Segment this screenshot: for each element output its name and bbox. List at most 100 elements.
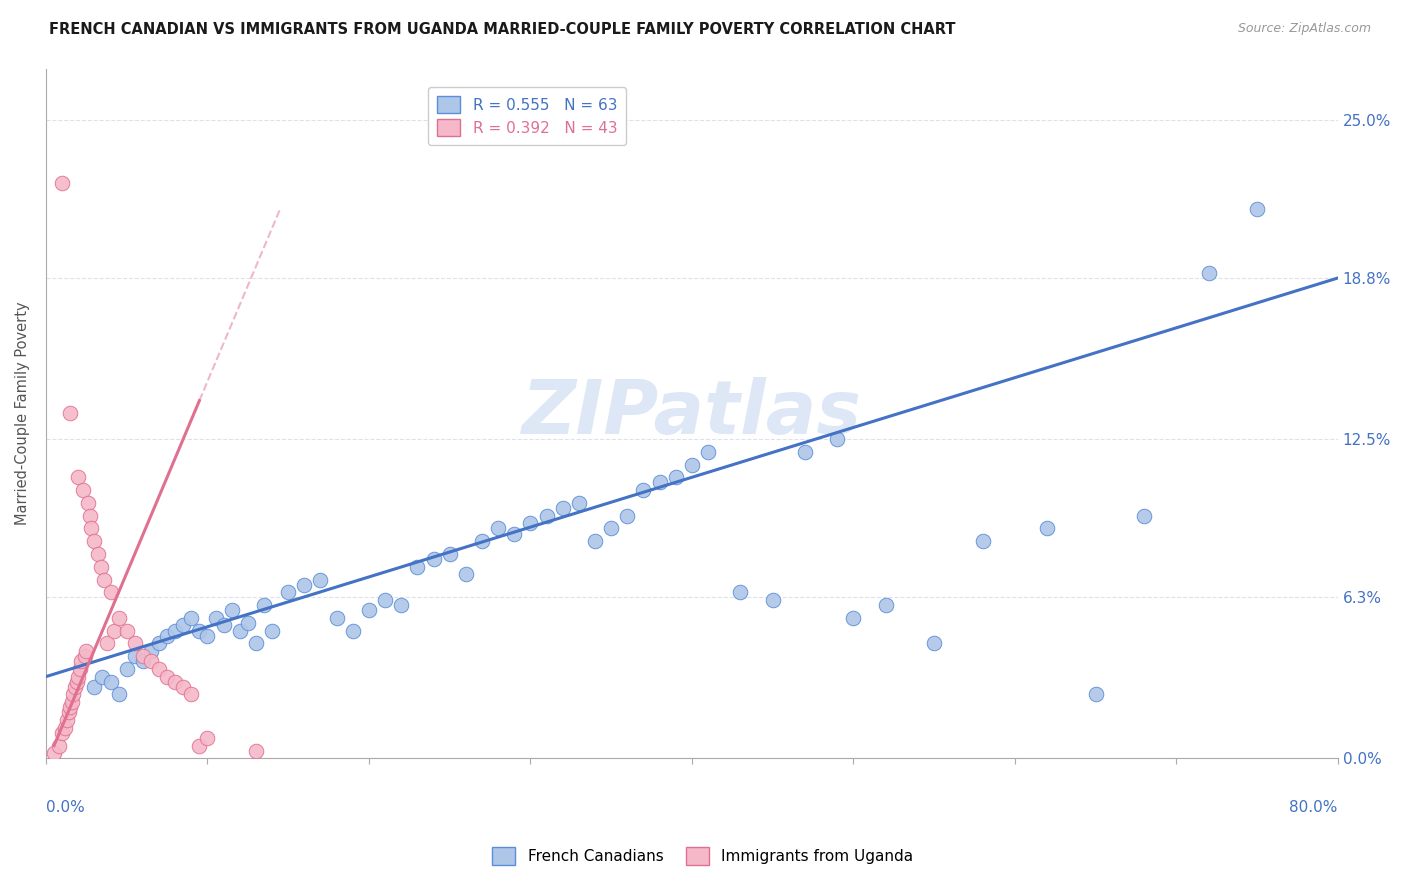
Point xyxy=(77,496,100,510)
Point xyxy=(236,615,259,630)
Y-axis label: Married-Couple Family Poverty: Married-Couple Family Poverty xyxy=(15,301,30,525)
Point xyxy=(730,585,752,599)
Point xyxy=(253,598,276,612)
Point xyxy=(389,598,412,612)
Point xyxy=(107,611,129,625)
Point xyxy=(309,573,332,587)
Point xyxy=(486,521,509,535)
Point xyxy=(972,534,994,549)
Text: 80.0%: 80.0% xyxy=(1289,800,1337,814)
Point xyxy=(83,680,105,694)
Point xyxy=(229,624,252,638)
Point xyxy=(374,593,396,607)
Point xyxy=(681,458,703,472)
Point xyxy=(70,654,93,668)
Point xyxy=(762,593,785,607)
Point xyxy=(875,598,897,612)
Point xyxy=(422,552,444,566)
Point xyxy=(156,670,179,684)
Point xyxy=(165,674,187,689)
Point xyxy=(139,654,162,668)
Point xyxy=(132,649,155,664)
Point xyxy=(72,483,94,497)
Point xyxy=(277,585,299,599)
Point xyxy=(107,688,129,702)
Point xyxy=(633,483,655,497)
Point xyxy=(665,470,688,484)
Point xyxy=(1246,202,1268,216)
Point xyxy=(69,662,91,676)
Point xyxy=(551,500,574,515)
Point xyxy=(342,624,364,638)
Point xyxy=(212,618,235,632)
Point xyxy=(697,444,720,458)
Point xyxy=(100,585,122,599)
Point xyxy=(124,636,146,650)
Point xyxy=(1036,521,1059,535)
Point xyxy=(1084,688,1107,702)
Point xyxy=(139,644,162,658)
Point xyxy=(79,508,101,523)
Point xyxy=(59,406,82,420)
Point xyxy=(292,577,315,591)
Point xyxy=(325,611,347,625)
Point xyxy=(245,744,267,758)
Point xyxy=(100,674,122,689)
Point xyxy=(90,559,112,574)
Point xyxy=(91,670,114,684)
Point xyxy=(197,629,219,643)
Point xyxy=(63,680,86,694)
Point xyxy=(922,636,945,650)
Point xyxy=(180,688,202,702)
Text: FRENCH CANADIAN VS IMMIGRANTS FROM UGANDA MARRIED-COUPLE FAMILY POVERTY CORRELAT: FRENCH CANADIAN VS IMMIGRANTS FROM UGAND… xyxy=(49,22,956,37)
Point xyxy=(66,674,89,689)
Point xyxy=(245,636,267,650)
Point xyxy=(83,534,105,549)
Point xyxy=(103,624,125,638)
Point xyxy=(53,721,76,735)
Point xyxy=(583,534,606,549)
Text: 0.0%: 0.0% xyxy=(46,800,84,814)
Point xyxy=(148,662,170,676)
Point xyxy=(519,516,541,531)
Text: ZIPatlas: ZIPatlas xyxy=(522,377,862,450)
Point xyxy=(51,177,73,191)
Point xyxy=(80,521,103,535)
Point xyxy=(204,611,226,625)
Point xyxy=(51,726,73,740)
Point xyxy=(454,567,477,582)
Point xyxy=(188,739,211,753)
Point xyxy=(48,739,70,753)
Point xyxy=(197,731,219,745)
Point xyxy=(221,603,243,617)
Point xyxy=(67,470,90,484)
Point xyxy=(188,624,211,638)
Point xyxy=(172,680,194,694)
Point xyxy=(148,636,170,650)
Point xyxy=(1133,508,1156,523)
Point xyxy=(648,475,671,490)
Point xyxy=(86,547,108,561)
Point xyxy=(67,670,90,684)
Point xyxy=(60,695,83,709)
Point xyxy=(75,644,97,658)
Point xyxy=(115,624,138,638)
Point xyxy=(793,444,815,458)
Point xyxy=(96,636,118,650)
Point xyxy=(616,508,638,523)
Point xyxy=(165,624,187,638)
Legend: R = 0.555   N = 63, R = 0.392   N = 43: R = 0.555 N = 63, R = 0.392 N = 43 xyxy=(429,87,626,145)
Point xyxy=(59,700,82,714)
Point xyxy=(93,573,115,587)
Point xyxy=(56,713,79,727)
Point xyxy=(1198,266,1220,280)
Point xyxy=(132,654,155,668)
Point xyxy=(156,629,179,643)
Point xyxy=(600,521,623,535)
Point xyxy=(825,432,848,446)
Text: Source: ZipAtlas.com: Source: ZipAtlas.com xyxy=(1237,22,1371,36)
Legend: French Canadians, Immigrants from Uganda: French Canadians, Immigrants from Uganda xyxy=(486,841,920,871)
Point xyxy=(536,508,558,523)
Point xyxy=(568,496,591,510)
Point xyxy=(439,547,461,561)
